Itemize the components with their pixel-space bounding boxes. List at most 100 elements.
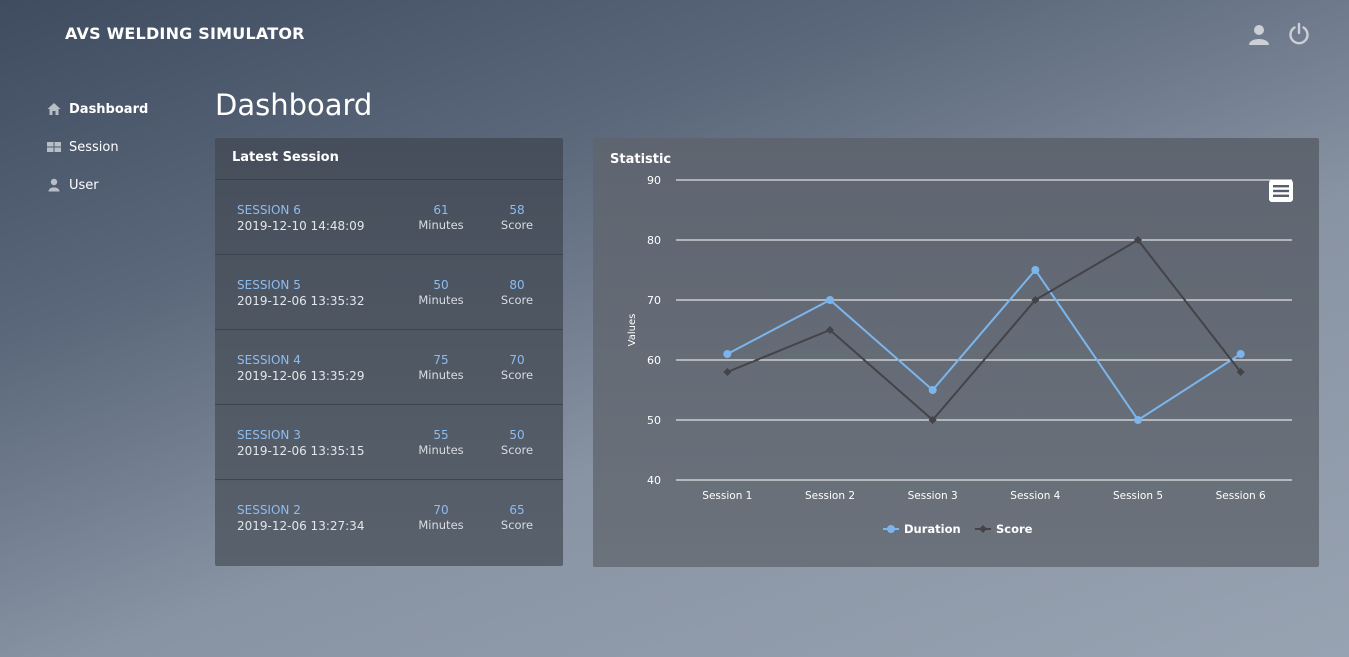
session-name[interactable]: SESSION 4	[237, 353, 301, 367]
data-point	[826, 326, 834, 334]
y-axis-label: Values	[627, 314, 638, 347]
minutes-label: Minutes	[418, 218, 464, 232]
score-label: Score	[500, 443, 534, 457]
menu-icon[interactable]	[1269, 180, 1293, 202]
session-score: 70 Score	[487, 353, 547, 382]
header-actions	[1247, 22, 1311, 46]
minutes-label: Minutes	[418, 293, 464, 307]
sidebar-item-label: User	[69, 177, 99, 193]
legend-marker	[887, 525, 895, 533]
home-icon	[47, 103, 61, 115]
session-name[interactable]: SESSION 5	[237, 278, 301, 292]
session-score: 50 Score	[487, 428, 547, 457]
data-point	[1031, 266, 1040, 274]
session-date: 2019-12-06 13:27:34	[237, 519, 365, 533]
data-point	[1236, 350, 1245, 358]
legend-label: Duration	[904, 522, 961, 536]
chart-grid	[676, 179, 1292, 481]
session-minutes: 75 Minutes	[411, 353, 471, 382]
score-label: Score	[500, 368, 534, 382]
chart-series	[723, 236, 1245, 424]
data-point	[723, 350, 732, 358]
minutes-value: 70	[433, 503, 449, 517]
user-icon[interactable]	[1247, 22, 1271, 46]
latest-session-panel: Latest Session SESSION 6 2019-12-10 14:4…	[215, 138, 563, 566]
data-point	[723, 368, 732, 376]
y-tick-label: 80	[647, 234, 661, 247]
data-point	[928, 416, 937, 424]
minutes-label: Minutes	[418, 368, 464, 382]
session-minutes: 55 Minutes	[411, 428, 471, 457]
session-minutes: 70 Minutes	[411, 503, 471, 532]
series-line-duration	[726, 268, 1242, 422]
sidebar-item-label: Session	[69, 139, 119, 155]
session-name[interactable]: SESSION 6	[237, 203, 301, 217]
x-tick-label: Session 2	[805, 490, 855, 502]
minutes-value: 50	[433, 278, 449, 292]
data-point	[1236, 368, 1245, 376]
session-name[interactable]: SESSION 3	[237, 428, 301, 442]
minutes-label: Minutes	[418, 443, 464, 457]
session-row[interactable]: SESSION 4 2019-12-06 13:35:29 75 Minutes…	[215, 330, 563, 405]
sidebar-item-label: Dashboard	[69, 101, 149, 117]
session-score: 58 Score	[487, 203, 547, 232]
user-icon	[48, 178, 60, 192]
y-tick-labels: 40 50 60 70 80 90	[647, 174, 661, 487]
session-name[interactable]: SESSION 2	[237, 503, 301, 517]
minutes-value: 75	[433, 353, 449, 367]
data-point	[826, 296, 834, 304]
session-date: 2019-12-06 13:35:29	[237, 369, 365, 383]
session-row[interactable]: SESSION 6 2019-12-10 14:48:09 61 Minutes…	[215, 180, 563, 255]
power-icon[interactable]	[1287, 22, 1311, 46]
sidebar-item-user[interactable]: User	[47, 176, 197, 194]
session-minutes: 50 Minutes	[411, 278, 471, 307]
y-tick-label: 70	[647, 294, 661, 307]
statistic-chart: 40 50 60 70 80 90 Session 1 Session 2 Session 3…	[627, 174, 1292, 536]
data-point	[1134, 416, 1142, 424]
data-point	[1031, 296, 1040, 304]
legend-label: Score	[996, 522, 1033, 536]
statistic-panel: 40 50 60 70 80 90 Session 1 Session 2 Session 3…	[593, 138, 1319, 567]
x-tick-label: Session 5	[1113, 490, 1163, 502]
legend-item[interactable]: Score	[975, 522, 1033, 536]
sidebar: Dashboard Session User	[47, 100, 197, 214]
sidebar-item-dashboard[interactable]: Dashboard	[47, 100, 197, 118]
sidebar-item-session[interactable]: Session	[47, 138, 197, 156]
score-value: 58	[509, 203, 525, 217]
score-value: 65	[509, 503, 525, 517]
grid-icon	[47, 142, 61, 152]
chart-title: Statistic	[610, 152, 672, 167]
session-minutes: 61 Minutes	[411, 203, 471, 232]
session-date: 2019-12-06 13:35:15	[237, 444, 365, 458]
session-score: 80 Score	[487, 278, 547, 307]
minutes-value: 55	[433, 428, 449, 442]
y-tick-label: 90	[647, 174, 661, 187]
score-label: Score	[500, 293, 534, 307]
score-label: Score	[500, 518, 534, 532]
x-tick-label: Session 4	[1010, 490, 1060, 502]
panel-title: Latest Session	[215, 138, 563, 180]
session-score: 65 Score	[487, 503, 547, 532]
minutes-label: Minutes	[418, 518, 464, 532]
minutes-value: 61	[433, 203, 449, 217]
y-tick-label: 50	[647, 414, 661, 427]
chart-legend: Duration Score	[883, 522, 1033, 536]
legend-item[interactable]: Duration	[883, 522, 961, 536]
session-date: 2019-12-10 14:48:09	[237, 219, 365, 233]
x-tick-labels: Session 1 Session 2 Session 3 Session 4 Sess…	[702, 490, 1266, 502]
session-row[interactable]: SESSION 5 2019-12-06 13:35:32 50 Minutes…	[215, 255, 563, 330]
score-value: 50	[509, 428, 525, 442]
x-tick-label: Session 3	[908, 490, 958, 502]
page-title: Dashboard	[215, 88, 373, 122]
app-brand: AVS WELDING SIMULATOR	[65, 24, 305, 43]
session-row[interactable]: SESSION 3 2019-12-06 13:35:15 55 Minutes…	[215, 405, 563, 480]
session-row[interactable]: SESSION 2 2019-12-06 13:27:34 70 Minutes…	[215, 480, 563, 555]
session-date: 2019-12-06 13:35:32	[237, 294, 365, 308]
score-value: 70	[509, 353, 525, 367]
series-line-score	[726, 238, 1242, 422]
data-point	[1134, 236, 1142, 244]
y-tick-label: 40	[647, 474, 661, 487]
x-tick-label: Session 1	[702, 490, 752, 502]
x-tick-label: Session 6	[1216, 490, 1266, 502]
legend-marker	[979, 525, 987, 533]
